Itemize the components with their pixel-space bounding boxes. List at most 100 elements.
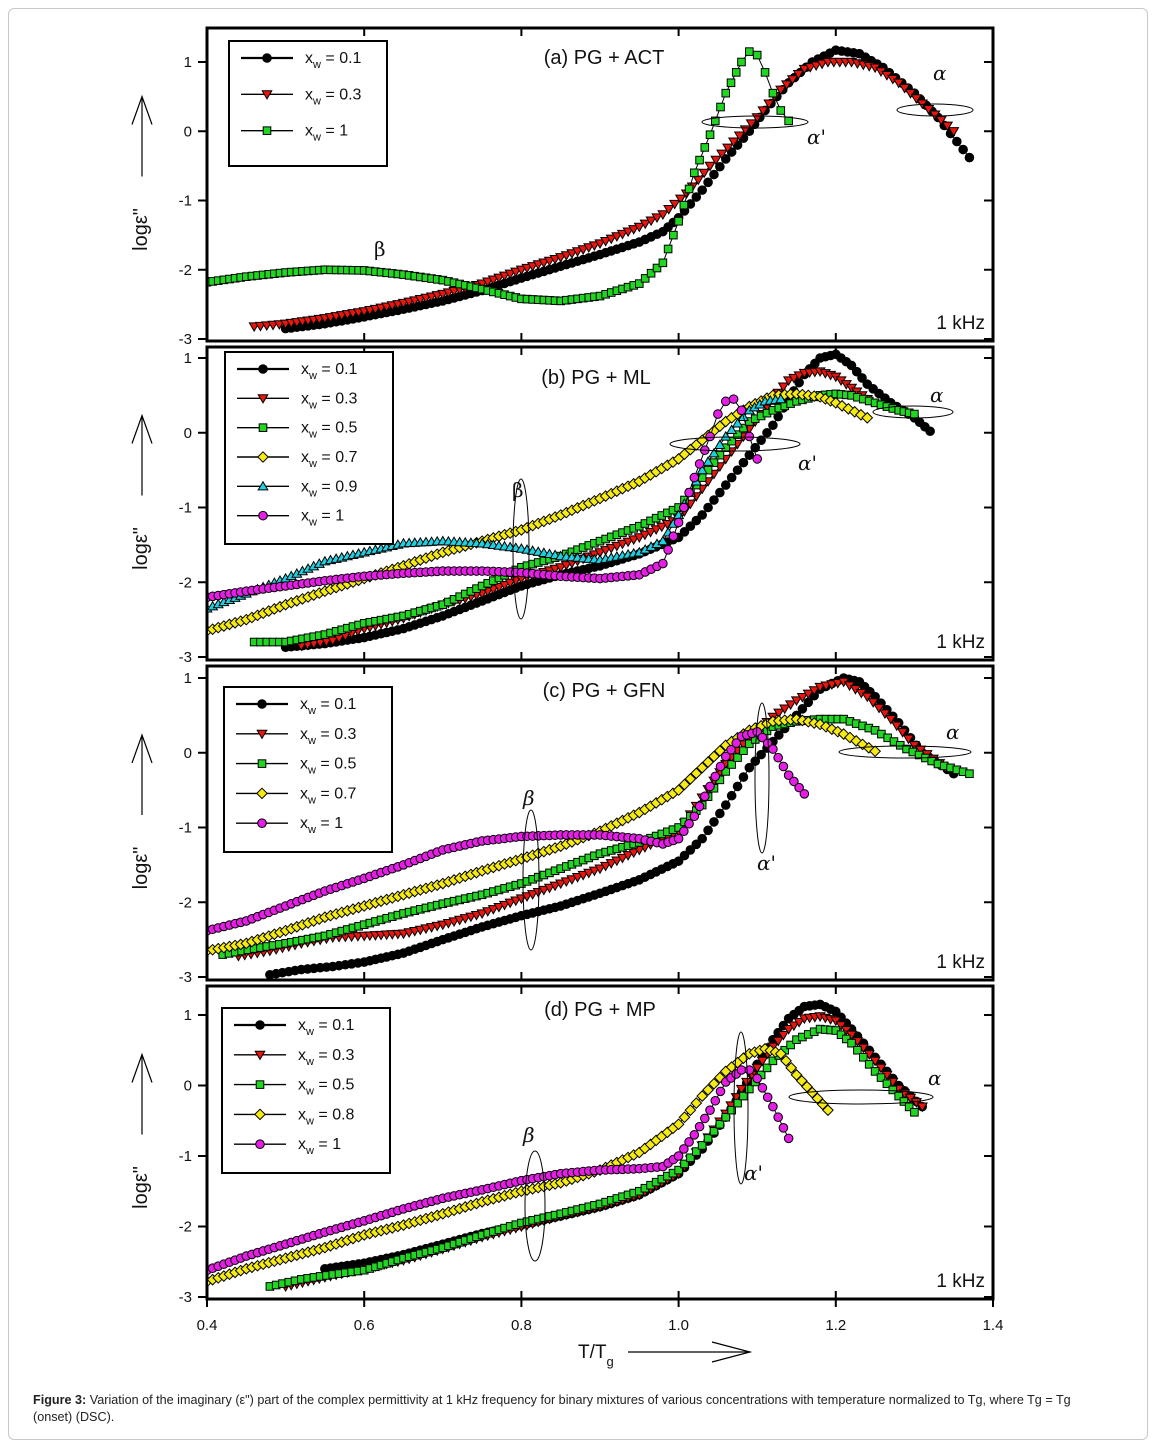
data-point [776, 106, 786, 115]
data-point [487, 275, 500, 286]
data-point [910, 94, 923, 104]
alpha-annotation: α [933, 61, 947, 85]
data-point [847, 1038, 856, 1048]
data-point [273, 320, 285, 330]
legend-label-rest: = 1 [321, 123, 348, 140]
data-point [678, 1111, 691, 1124]
data-point [722, 143, 734, 154]
legend: xw = 0.1xw = 0.3xw = 0.5xw = 0.8xw = 1 [221, 1007, 391, 1174]
data-point [657, 535, 669, 546]
data-point [684, 487, 694, 498]
y-tick-label: 1 [184, 1007, 192, 1024]
data-point [780, 1054, 792, 1067]
data-point [720, 480, 731, 490]
legend-entry: xw = 0.5 [236, 756, 357, 777]
data-point [690, 767, 703, 780]
legend-marker [258, 364, 268, 374]
data-point [526, 890, 539, 900]
legend-entry: xw = 1 [236, 815, 343, 836]
data-point [762, 1063, 772, 1073]
data-point [721, 767, 731, 776]
legend-label-rest: = 0.5 [314, 1077, 355, 1094]
data-point [639, 530, 651, 541]
caption-label: Figure 3: [33, 1392, 87, 1407]
data-point [745, 1084, 754, 1094]
x-axis-arrow-icon [711, 1341, 753, 1363]
data-point [727, 1105, 736, 1115]
data-point [697, 185, 707, 195]
data-point [870, 1067, 880, 1076]
data-point [538, 258, 550, 269]
legend-marker [257, 818, 267, 829]
data-point [668, 199, 681, 210]
data-point [686, 1153, 695, 1163]
legend-label: xw = 0.5 [301, 420, 358, 441]
data-point [910, 1107, 919, 1117]
beta-annotation: β [522, 786, 535, 810]
data-point [820, 681, 832, 692]
beta-annotation: β [512, 478, 524, 502]
legend-label-rest: = 0.3 [314, 1047, 355, 1064]
data-point [774, 1047, 787, 1060]
annotations: β α' α [512, 383, 954, 620]
figure-frame [8, 8, 1148, 1440]
data-point [744, 1065, 755, 1075]
data-point [774, 730, 784, 740]
series-x-w-1 [208, 47, 793, 306]
data-point [521, 263, 533, 274]
beta-annotation-ellipse [522, 809, 540, 951]
alpha-prime-annotation: α' [757, 851, 776, 875]
data-point [745, 119, 757, 130]
data-point [697, 510, 707, 520]
data-point [691, 1147, 701, 1156]
data-point [861, 411, 874, 424]
y-tick-label: -2 [179, 894, 192, 911]
y-axis-label: logε" [130, 208, 152, 251]
data-point [703, 1134, 713, 1143]
data-point [702, 456, 714, 466]
legend-marker [257, 759, 267, 768]
data-point [560, 251, 572, 261]
legend-entry: xw = 0.7 [236, 785, 357, 806]
y-tick-label: 0 [184, 123, 192, 140]
data-point [744, 450, 755, 460]
data-point [566, 875, 578, 885]
y-tick-label: -1 [179, 500, 192, 517]
legend-label-rest: = 0.1 [316, 696, 357, 713]
data-point [820, 720, 832, 733]
legend-label-main: x [300, 815, 308, 832]
y-tick-label: 0 [184, 745, 192, 762]
data-point [697, 833, 707, 844]
data-point [792, 70, 805, 80]
data-point [616, 853, 629, 864]
data-point [899, 1097, 909, 1106]
legend-label-main: x [301, 508, 309, 525]
data-point [811, 1092, 824, 1105]
legend-label-sub: w [305, 1086, 314, 1098]
beta-annotation-ellipse [512, 478, 530, 620]
data-point [757, 1083, 768, 1093]
data-point [873, 703, 885, 714]
data-point [777, 382, 790, 393]
data-point [679, 502, 689, 513]
data-point [816, 59, 828, 70]
y-axis-label: logε" [130, 847, 152, 890]
data-point [594, 239, 606, 250]
data-area [208, 45, 975, 334]
data-point [644, 527, 657, 538]
annotations: β α' α [374, 61, 974, 261]
legend-label: xw = 0.8 [298, 1106, 355, 1127]
legend-label: xw = 0.3 [301, 390, 358, 411]
legend-marker [262, 53, 272, 63]
data-point [703, 825, 713, 836]
legend-label-main: x [301, 420, 309, 437]
data-point [965, 769, 974, 778]
data-point [705, 1105, 715, 1115]
legend-label: xw = 0.7 [300, 785, 357, 806]
data-point [616, 539, 629, 550]
data-point [762, 427, 772, 438]
y-axis-label: logε" [130, 527, 152, 570]
data-point [487, 905, 500, 915]
legend-label-sub: w [308, 458, 317, 470]
